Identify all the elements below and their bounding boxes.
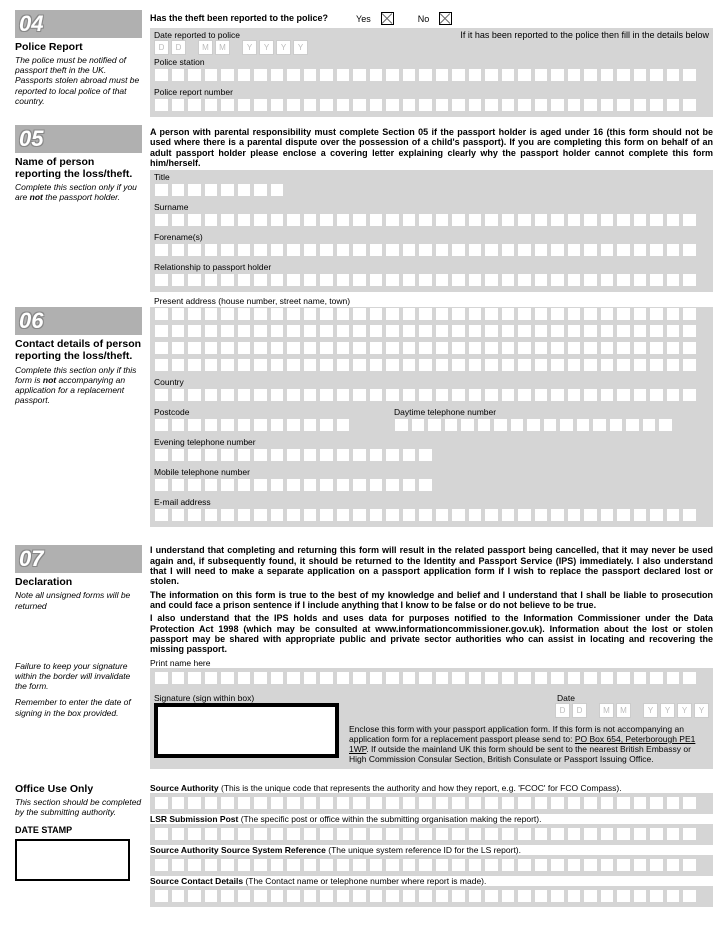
- relationship-input[interactable]: [154, 273, 709, 287]
- s05-intro: A person with parental responsibility mu…: [150, 125, 713, 170]
- s07-p1: I understand that completing and returni…: [150, 545, 713, 586]
- police-station-input[interactable]: [154, 68, 709, 82]
- addr-line3[interactable]: [154, 341, 709, 355]
- office-l3: Source Authority Source System Reference…: [150, 845, 713, 855]
- date-stamp-box[interactable]: [15, 839, 130, 881]
- enclose-note: Enclose this form with your passport app…: [349, 718, 709, 765]
- s04-question: Has the theft been reported to the polic…: [150, 13, 328, 23]
- section-05-badge: 05: [15, 125, 142, 153]
- source-contact-input[interactable]: [150, 886, 713, 907]
- forename-input[interactable]: [154, 243, 709, 257]
- source-ref-input[interactable]: [150, 855, 713, 876]
- section-04-badge: 04: [15, 10, 142, 38]
- s07-note1: Note all unsigned forms will be returned: [15, 590, 142, 610]
- s06-title: Contact details of person reporting the …: [15, 338, 142, 362]
- source-authority-input[interactable]: [150, 793, 713, 814]
- email-input[interactable]: [154, 508, 709, 522]
- signature-box[interactable]: [154, 703, 339, 758]
- sign-date-input[interactable]: DD MM YYYY: [555, 703, 709, 718]
- section-07-badge: 07: [15, 545, 142, 573]
- office-l4: Source Contact Details (The Contact name…: [150, 876, 713, 886]
- addr-line4[interactable]: [154, 358, 709, 372]
- mobile-input[interactable]: [154, 478, 709, 492]
- addr-line1[interactable]: [154, 307, 709, 321]
- country-input[interactable]: [154, 388, 709, 402]
- s04-hint: If it has been reported to the police th…: [328, 28, 709, 55]
- office-l2: LSR Submission Post (The specific post o…: [150, 814, 713, 824]
- date-reported-input[interactable]: DD MM YYYY: [154, 40, 308, 55]
- office-note: This section should be completed by the …: [15, 797, 142, 817]
- addr-line2[interactable]: [154, 324, 709, 338]
- s07-p3: I also understand that the IPS holds and…: [150, 613, 713, 654]
- s04-note: The police must be notified of passport …: [15, 55, 142, 106]
- lsr-post-input[interactable]: [150, 824, 713, 845]
- daytel-input[interactable]: [394, 418, 709, 432]
- postcode-input[interactable]: [154, 418, 374, 432]
- office-l1: Source Authority (This is the unique cod…: [150, 783, 713, 793]
- s05-note: Complete this section only if you are no…: [15, 182, 142, 202]
- evetel-input[interactable]: [154, 448, 709, 462]
- print-name-input[interactable]: [150, 668, 713, 689]
- s07-p2: The information on this form is true to …: [150, 590, 713, 611]
- title-input[interactable]: [154, 183, 709, 197]
- s06-note: Complete this section only if this form …: [15, 365, 142, 406]
- office-title: Office Use Only: [15, 783, 142, 795]
- s07-title: Declaration: [15, 576, 142, 588]
- s05-title: Name of person reporting the loss/theft.: [15, 156, 142, 180]
- s07-note3: Remember to enter the date of signing in…: [15, 697, 142, 717]
- no-checkbox[interactable]: [439, 12, 452, 25]
- s07-note2: Failure to keep your signature within th…: [15, 661, 142, 692]
- police-report-num-input[interactable]: [154, 98, 709, 112]
- yes-checkbox[interactable]: [381, 12, 394, 25]
- s04-title: Police Report: [15, 41, 142, 53]
- surname-input[interactable]: [154, 213, 709, 227]
- section-06-badge: 06: [15, 307, 142, 335]
